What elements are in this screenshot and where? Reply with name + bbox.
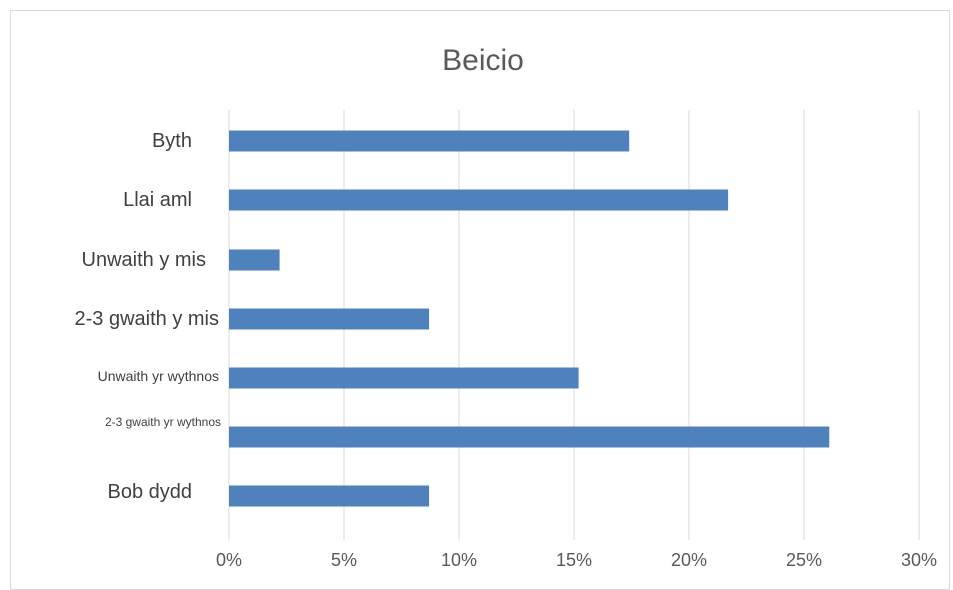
bar <box>229 426 830 448</box>
category-label: Unwaith yr wythnos <box>98 368 219 384</box>
x-tick-label: 25% <box>786 550 822 570</box>
bar <box>229 485 430 507</box>
bars <box>229 130 830 507</box>
bar <box>229 308 430 330</box>
category-label: Unwaith y mis <box>82 249 206 271</box>
x-tick-label: 15% <box>556 550 592 570</box>
x-tick-label: 0% <box>216 550 242 570</box>
category-label: Llai aml <box>123 189 192 211</box>
category-label: Bob dydd <box>107 481 192 503</box>
bar-chart: Beicio Byth Llai aml Unwaith y mis 2-3 gwai… <box>75 44 938 570</box>
x-tick-label: 10% <box>441 550 477 570</box>
category-label: 2-3 gwaith y mis <box>75 308 220 330</box>
x-tick-label: 30% <box>901 550 937 570</box>
category-label: Byth <box>152 130 192 152</box>
bar <box>229 367 579 389</box>
chart-title: Beicio <box>442 44 524 77</box>
bar <box>229 249 280 271</box>
x-tick-label: 20% <box>671 550 707 570</box>
x-tick-labels: 0% 5% 10% 15% 20% 25% 30% <box>216 550 937 570</box>
chart-frame <box>10 10 950 590</box>
gridlines <box>228 110 920 540</box>
bar <box>229 130 630 152</box>
x-tick-label: 5% <box>331 550 357 570</box>
category-labels: Byth Llai aml Unwaith y mis 2-3 gwaith y mi… <box>75 130 222 503</box>
category-label: 2-3 gwaith yr wythnos <box>105 415 221 429</box>
bar <box>229 189 729 211</box>
